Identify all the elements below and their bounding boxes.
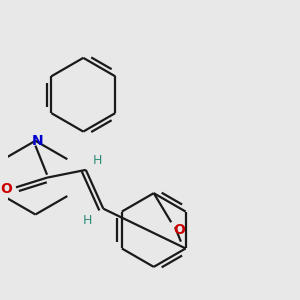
Text: N: N bbox=[32, 134, 43, 148]
Text: H: H bbox=[93, 154, 102, 167]
Text: O: O bbox=[173, 223, 185, 237]
Text: H: H bbox=[83, 214, 92, 227]
Text: O: O bbox=[0, 182, 12, 196]
